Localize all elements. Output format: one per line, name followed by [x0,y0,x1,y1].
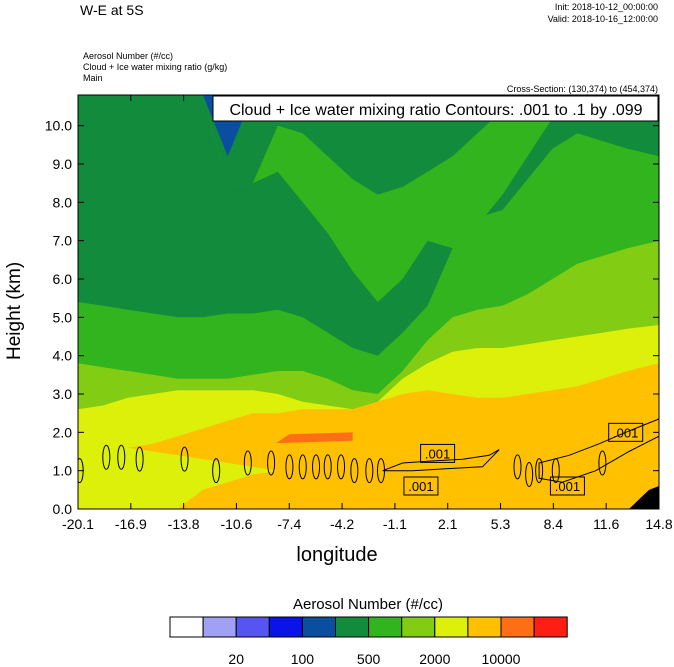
contour-cell-10 [312,454,321,480]
y-tick-label-1: 1.0 [53,463,73,479]
contour-cell-11 [323,454,332,480]
x-tick-label-5: -4.2 [330,516,354,532]
y-tick-label-3: 3.0 [53,386,73,402]
y-tick-label-6: 6.0 [53,271,73,287]
colorbar: 20 100 500 2000 10000 [169,616,568,667]
y-tick-label-4: 4.0 [53,348,73,364]
contour-cell-17 [525,462,534,487]
contour-band-central [382,449,500,472]
contour-cell-2 [117,444,126,470]
svg-text:.001: .001 [613,425,638,440]
colorbar-label-2: 500 [357,651,381,667]
contour-lines [78,418,659,487]
colorbar-swatch-8 [434,616,469,638]
contour-label-group: .001 .001 .001 .001 [403,422,644,496]
colorbar-swatch-1 [202,616,237,638]
heatmap-field [78,95,659,509]
contour-label-0: .001 [420,443,456,463]
colorbar-swatch-5 [335,616,370,638]
valid-time: Valid: 2018-10-16_12:00:00 [547,14,658,24]
x-tick-label-2: -13.8 [168,516,200,532]
y-tick-label-5: 5.0 [53,309,73,325]
colorbar-label-3: 2000 [419,651,450,667]
init-time: Init: 2018-10-12_00:00:00 [554,2,658,12]
x-tick-label-9: 8.4 [544,516,564,532]
y-tick-label-2: 2.0 [53,424,73,440]
contour-cell-5 [212,458,221,484]
colorbar-swatch-0 [169,616,204,638]
colorbar-swatch-2 [235,616,270,638]
contour-info-box: Cloud + Ice water mixing ratio Contours:… [212,95,659,122]
colorbar-swatch-11 [533,616,568,638]
contour-cell-18 [535,458,544,484]
x-axis-label: longitude [296,544,378,566]
contour-cell-4 [180,446,189,472]
colorbar-swatch-4 [301,616,336,638]
colorbar-swatch-6 [368,616,403,638]
svg-text:.001: .001 [408,479,433,494]
colorbar-swatch-7 [401,616,436,638]
x-tick-label-6: -1.1 [383,516,407,532]
contour-label-1: .001 [403,476,439,496]
terrain-patch [629,486,659,509]
plot-frame [77,94,660,510]
contour-label-3: .001 [608,422,644,442]
colorbar-label-1: 100 [291,651,315,667]
chart-title: W-E at 5S [80,2,144,18]
x-tick-label-3: -10.6 [220,516,252,532]
contour-cell-3 [135,446,144,472]
field-line-aerosol: Aerosol Number (#/cc) [83,51,174,61]
x-tick-label-8: 5.3 [491,516,511,532]
cross-section-label: Cross-Section: (130,374) to (454,374) [506,84,658,94]
x-tick-label-11: 14.8 [645,516,672,532]
y-tick-label-9: 9.0 [53,156,73,172]
contour-cell-13 [350,458,359,484]
contour-label-2: .001 [549,476,585,496]
x-tick-label-4: -7.4 [277,516,301,532]
contour-cell-9 [298,454,307,480]
svg-text:.001: .001 [555,479,580,494]
colorbar-swatch-10 [500,616,535,638]
contour-cell-20 [598,450,607,476]
y-tick-label-8: 8.0 [53,194,73,210]
colorbar-swatch-9 [467,616,502,638]
x-tick-label-7: 2.1 [438,516,458,532]
contour-cell-14 [365,458,374,484]
y-tick-label-10: 10.0 [45,118,72,134]
y-tick-label-7: 7.0 [53,233,73,249]
field-line-main: Main [83,73,103,83]
field-streak [276,432,353,444]
contour-cell-12 [337,454,346,480]
colorbar-swatch-3 [268,616,303,638]
svg-text:.001: .001 [425,446,450,461]
axes: 0.0 1.0 2.0 3.0 4.0 5.0 6.0 7.0 8.0 9.0 10.0 -20.1 -… [45,95,673,532]
x-tick-label-1: -16.9 [115,516,147,532]
contour-cell-6 [243,450,252,476]
contour-cell-16 [513,454,522,480]
contour-cell-8 [285,454,294,480]
colorbar-label-0: 20 [228,651,244,667]
x-tick-label-0: -20.1 [62,516,94,532]
contour-cell-7 [267,450,276,476]
colorbar-label-4: 10000 [482,651,521,667]
x-tick-label-10: 11.6 [593,516,619,532]
contour-band-east [538,418,659,483]
field-line-cloud: Cloud + Ice water mixing ratio (g/kg) [83,62,228,72]
colorbar-title: Aerosol Number (#/cc) [292,596,444,613]
contour-info-text: Cloud + Ice water mixing ratio Contours:… [229,102,642,119]
contour-cell-1 [102,444,111,470]
y-tick-label-0: 0.0 [53,501,73,517]
